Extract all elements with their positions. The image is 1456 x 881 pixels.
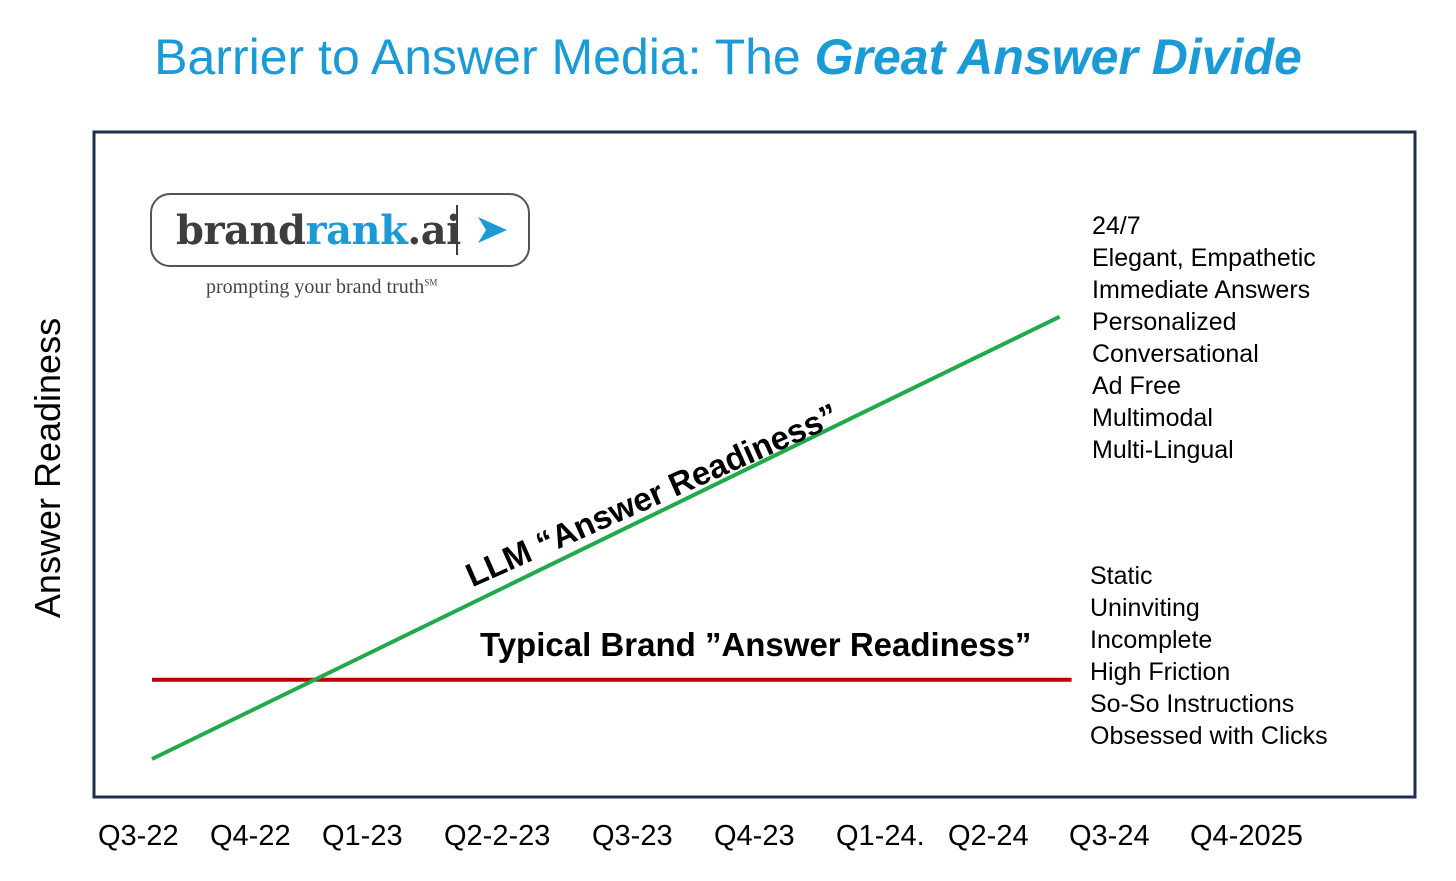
x-tick-label: Q1-23 [322, 820, 403, 852]
feature-item: Immediate Answers [1092, 276, 1311, 304]
feature-item: Obsessed with Clicks [1090, 722, 1328, 750]
feature-item: 24/7 [1092, 212, 1141, 240]
chart-title-emphasis: Great Answer Divide [814, 29, 1302, 85]
x-tick-label: Q4-22 [210, 820, 291, 852]
feature-item: Personalized [1092, 308, 1237, 336]
x-tick-label: Q4-2025 [1190, 820, 1303, 852]
logo-word-suffix: .ai [407, 207, 461, 254]
x-tick-label: Q2-2-23 [444, 820, 551, 852]
feature-item: Ad Free [1092, 372, 1181, 400]
feature-item: Multi-Lingual [1092, 436, 1234, 464]
logo-word-rank: rank [305, 207, 408, 254]
chart-title: Barrier to Answer Media: The Great Answe… [0, 28, 1456, 86]
feature-item: High Friction [1090, 658, 1231, 686]
plot-frame [92, 130, 1417, 799]
feature-item: Elegant, Empathetic [1092, 244, 1316, 272]
logo-tagline-text: prompting your brand truth [206, 276, 425, 298]
x-tick-label: Q3-24 [1069, 820, 1150, 852]
logo-frame [150, 193, 530, 267]
feature-item: Multimodal [1092, 404, 1213, 432]
feature-item: Conversational [1092, 340, 1259, 368]
x-tick-label: Q3-23 [592, 820, 673, 852]
logo-divider [456, 205, 458, 255]
feature-item: Uninviting [1090, 594, 1200, 622]
x-tick-label: Q4-23 [714, 820, 795, 852]
send-arrow-icon [478, 217, 507, 243]
service-mark: SM [424, 277, 438, 288]
logo-word-brand: brand [176, 207, 306, 254]
feature-item: Incomplete [1090, 626, 1213, 654]
logo-wordmark: brandrank.ai [176, 207, 461, 254]
x-tick-label: Q2-24 [948, 820, 1029, 852]
x-tick-label: Q1-24. [836, 820, 925, 852]
x-tick-label: Q3-22 [98, 820, 179, 852]
chart-title-text: Barrier to Answer Media: The [154, 29, 815, 85]
llm-readiness-line [151, 315, 1061, 761]
y-axis-label: Answer Readiness [27, 317, 68, 619]
feature-item: So-So Instructions [1090, 690, 1295, 718]
logo-tagline: prompting your brand truthSM [206, 276, 437, 299]
brand-series-label: Typical Brand ”Answer Readiness” [480, 626, 1032, 663]
feature-item: Static [1090, 562, 1153, 590]
